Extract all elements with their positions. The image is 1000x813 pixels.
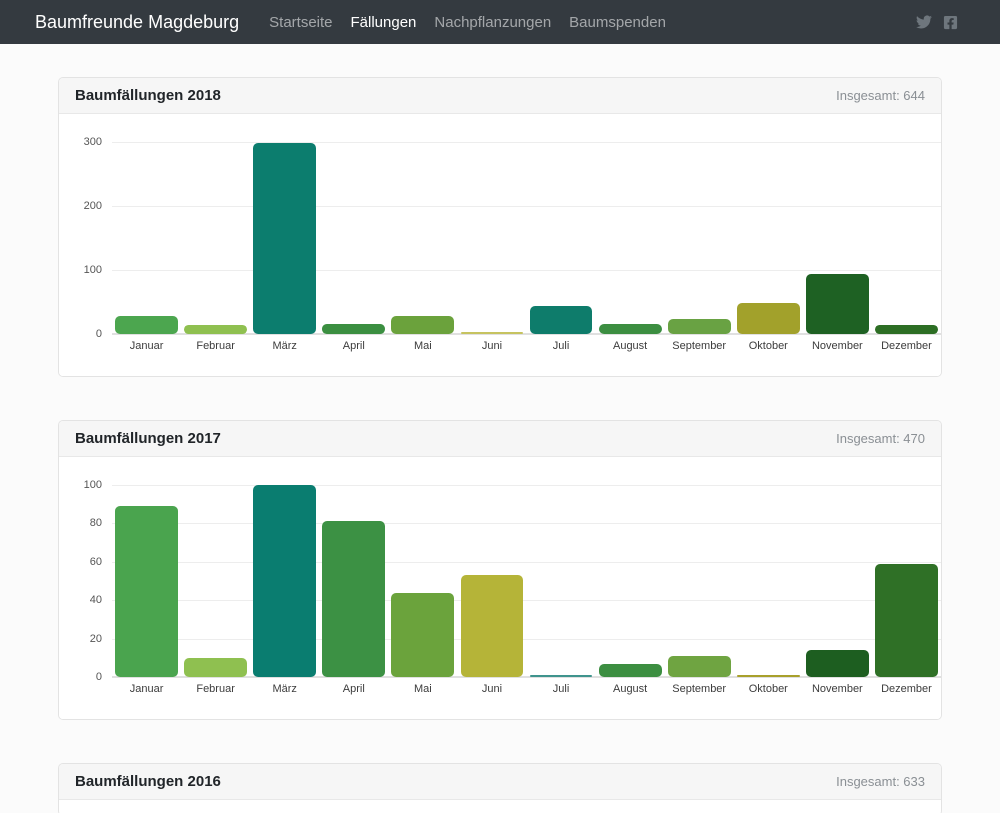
bar-mai[interactable] (391, 316, 454, 334)
gridline (112, 270, 941, 271)
x-axis-labels: JanuarFebruarMärzAprilMaiJuniJuliAugustS… (112, 340, 941, 356)
x-label-januar: Januar (112, 340, 181, 352)
x-label-august: August (596, 340, 665, 352)
x-label-april: April (319, 340, 388, 352)
card-2017-total-badge: Insgesamt: 470 (836, 431, 925, 446)
gridline (112, 142, 941, 143)
bar-dezember[interactable] (875, 325, 938, 334)
main-content: Baumfällungen 2018 Insgesamt: 644 010020… (58, 77, 942, 813)
card-2017: Baumfällungen 2017 Insgesamt: 470 020406… (58, 420, 942, 720)
bar-märz[interactable] (253, 485, 316, 677)
x-label-november: November (803, 683, 872, 695)
nav-item-faellungen[interactable]: Fällungen (342, 14, 426, 31)
bar-juni[interactable] (461, 332, 524, 334)
y-tick-label: 60 (59, 555, 102, 569)
x-label-juni: Juni (457, 683, 526, 695)
y-tick-label: 200 (59, 199, 102, 213)
bar-september[interactable] (668, 319, 731, 334)
chart-2017: 020406080100JanuarFebruarMärzAprilMaiJun… (59, 457, 941, 719)
nav-item-baumspenden[interactable]: Baumspenden (560, 14, 675, 31)
nav-item-startseite[interactable]: Startseite (260, 14, 341, 31)
x-label-februar: Februar (181, 683, 250, 695)
y-tick-label: 100 (59, 478, 102, 492)
x-label-november: November (803, 340, 872, 352)
x-label-mai: Mai (388, 683, 457, 695)
card-2018: Baumfällungen 2018 Insgesamt: 644 010020… (58, 77, 942, 377)
plot-area: 020406080100 (112, 457, 941, 677)
y-tick-label: 100 (59, 263, 102, 277)
facebook-icon[interactable] (943, 15, 958, 30)
card-2016-total-badge: Insgesamt: 633 (836, 774, 925, 789)
bar-april[interactable] (322, 324, 385, 334)
x-label-dezember: Dezember (872, 683, 941, 695)
card-2016-header: Baumfällungen 2016 Insgesamt: 633 (59, 764, 941, 800)
x-label-september: September (665, 340, 734, 352)
bar-april[interactable] (322, 521, 385, 677)
card-2016-title: Baumfällungen 2016 (75, 773, 221, 790)
bar-november[interactable] (806, 274, 869, 334)
x-label-januar: Januar (112, 683, 181, 695)
card-2016: Baumfällungen 2016 Insgesamt: 633 (58, 763, 942, 813)
bar-februar[interactable] (184, 658, 247, 677)
bar-august[interactable] (599, 324, 662, 334)
bar-juli[interactable] (530, 306, 593, 334)
y-tick-label: 300 (59, 135, 102, 149)
chart-2018: 0100200300JanuarFebruarMärzAprilMaiJuniJ… (59, 114, 941, 376)
x-label-april: April (319, 683, 388, 695)
bar-januar[interactable] (115, 316, 178, 334)
x-label-dezember: Dezember (872, 340, 941, 352)
social-links (916, 14, 958, 30)
gridline (112, 523, 941, 524)
x-label-juli: Juli (527, 340, 596, 352)
x-axis-labels: JanuarFebruarMärzAprilMaiJuniJuliAugustS… (112, 683, 941, 699)
x-label-märz: März (250, 340, 319, 352)
nav-item-nachpflanzungen[interactable]: Nachpflanzungen (425, 14, 560, 31)
x-label-februar: Februar (181, 340, 250, 352)
gridline (112, 562, 941, 563)
bar-september[interactable] (668, 656, 731, 677)
bar-juli[interactable] (530, 675, 593, 677)
x-label-mai: Mai (388, 340, 457, 352)
chart-2016-cutoff (59, 800, 941, 813)
bar-oktober[interactable] (737, 303, 800, 334)
y-tick-label: 0 (59, 327, 102, 341)
bar-november[interactable] (806, 650, 869, 677)
y-tick-label: 0 (59, 670, 102, 684)
card-2017-title: Baumfällungen 2017 (75, 430, 221, 447)
gridline (112, 206, 941, 207)
x-label-august: August (596, 683, 665, 695)
brand-link[interactable]: Baumfreunde Magdeburg (35, 12, 239, 33)
x-label-juli: Juli (527, 683, 596, 695)
bar-juni[interactable] (461, 575, 524, 677)
bar-dezember[interactable] (875, 564, 938, 677)
gridline (112, 485, 941, 486)
x-label-juni: Juni (457, 340, 526, 352)
bar-mai[interactable] (391, 593, 454, 677)
y-tick-label: 40 (59, 593, 102, 607)
card-2018-total-badge: Insgesamt: 644 (836, 88, 925, 103)
x-label-oktober: Oktober (734, 683, 803, 695)
plot-area: 0100200300 (112, 114, 941, 334)
navbar: Baumfreunde Magdeburg Startseite Fällung… (0, 0, 1000, 44)
card-2017-header: Baumfällungen 2017 Insgesamt: 470 (59, 421, 941, 457)
y-tick-label: 80 (59, 516, 102, 530)
x-label-september: September (665, 683, 734, 695)
bar-august[interactable] (599, 664, 662, 677)
card-2018-header: Baumfällungen 2018 Insgesamt: 644 (59, 78, 941, 114)
card-2018-title: Baumfällungen 2018 (75, 87, 221, 104)
nav-links: Startseite Fällungen Nachpflanzungen Bau… (260, 14, 675, 31)
gridline (112, 600, 941, 601)
x-label-märz: März (250, 683, 319, 695)
bar-januar[interactable] (115, 506, 178, 677)
gridline (112, 639, 941, 640)
bar-februar[interactable] (184, 325, 247, 334)
bar-märz[interactable] (253, 143, 316, 334)
twitter-icon[interactable] (916, 14, 932, 30)
bar-oktober[interactable] (737, 675, 800, 677)
x-label-oktober: Oktober (734, 340, 803, 352)
y-tick-label: 20 (59, 632, 102, 646)
